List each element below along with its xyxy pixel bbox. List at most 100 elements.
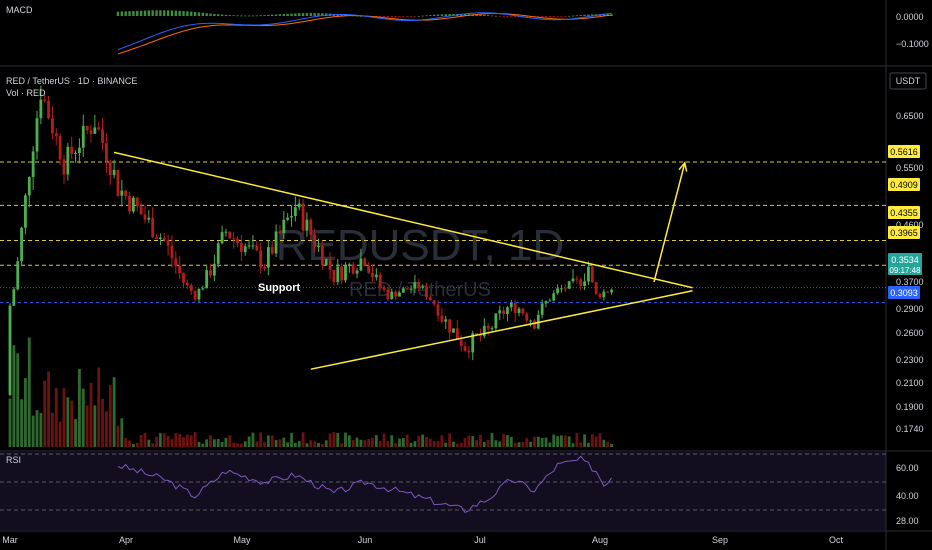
volume-bar: [135, 442, 139, 447]
volume-bar: [482, 441, 486, 447]
time-tick: Jul: [474, 535, 486, 545]
volume-line: Vol · RED: [6, 88, 46, 98]
candle-body: [197, 288, 201, 300]
candle-body: [490, 328, 494, 330]
macd-histogram-bar: [475, 14, 478, 16]
volume-bar: [259, 432, 263, 447]
macd-histogram-bar: [166, 10, 170, 16]
currency-label: USDT: [896, 76, 921, 86]
candle-body: [81, 125, 85, 148]
volume-bar: [251, 432, 255, 447]
volume-bar: [378, 440, 382, 447]
macd-histogram-bar: [120, 11, 124, 16]
macd-histogram-bar: [244, 15, 247, 17]
volume-bar: [158, 433, 162, 447]
volume-bar: [39, 413, 43, 447]
volume-bar: [386, 441, 390, 447]
candle-body: [43, 99, 47, 101]
candle-body: [409, 288, 413, 290]
candle-body: [74, 152, 77, 154]
candle-body: [579, 279, 583, 287]
candle-body: [459, 339, 463, 347]
macd-histogram-bar: [116, 11, 120, 16]
volume-bar: [517, 442, 521, 447]
candle-body: [151, 217, 155, 238]
volume-bar: [540, 437, 544, 447]
macd-histogram-bar: [544, 16, 548, 18]
candle-body: [355, 270, 359, 274]
volume-bar: [336, 433, 340, 447]
rsi-indicator: [0, 453, 886, 513]
candle-body: [78, 147, 81, 153]
candle-body: [533, 320, 536, 329]
macd-histogram-bar: [413, 16, 417, 17]
macd-histogram-bar: [432, 14, 436, 16]
support-level-badge: [888, 286, 920, 299]
macd-histogram-bar: [564, 16, 567, 17]
macd-histogram-bar: [378, 16, 382, 17]
macd-histogram-bar: [317, 13, 320, 16]
volume-bar: [255, 441, 259, 447]
volume-bar: [317, 442, 320, 447]
volume-bar: [556, 436, 559, 447]
candle-body: [205, 270, 209, 289]
candle-body: [170, 245, 174, 259]
volume-bar: [371, 437, 374, 447]
rsi-label[interactable]: RSI: [6, 455, 21, 465]
volume-bar: [12, 345, 16, 447]
volume-bar: [575, 432, 579, 447]
trendlines[interactable]: [113, 151, 693, 370]
volume-bar: [313, 441, 317, 447]
macd-histogram-bar: [139, 10, 143, 16]
volume-bar: [494, 440, 498, 447]
volume-bar: [278, 439, 282, 447]
volume-bar: [131, 443, 135, 447]
macd-histogram-bar: [444, 14, 447, 16]
volume-bar: [428, 438, 432, 447]
volume-bar: [486, 439, 490, 447]
volume-bar: [66, 397, 70, 447]
volume-bar: [105, 411, 108, 447]
macd-histogram-bar: [136, 10, 139, 16]
macd-histogram-bar: [305, 13, 309, 16]
volume-bar: [174, 433, 178, 447]
volume-bar: [405, 434, 409, 447]
macd-histogram-bar: [448, 14, 451, 16]
macd-histogram-bar: [217, 14, 220, 16]
volume-bar: [598, 433, 602, 447]
volume-bar: [70, 400, 74, 447]
currency-box[interactable]: [889, 72, 927, 90]
volume-bar: [563, 435, 567, 447]
time-tick: Apr: [119, 535, 133, 545]
macd-histogram-bar: [274, 14, 278, 16]
macd-label[interactable]: MACD: [6, 5, 33, 15]
macd-histogram-bar: [132, 11, 135, 16]
candle-body: [536, 314, 540, 329]
volume-bar: [432, 441, 436, 447]
candle-body: [20, 227, 23, 262]
volume-bar: [398, 438, 401, 447]
countdown-text: 09:17:48: [889, 266, 921, 275]
macd-histogram-bar: [298, 13, 301, 16]
candle-body: [266, 247, 270, 268]
macd-histogram-bar: [336, 14, 339, 16]
resistance-trendline: [113, 151, 693, 289]
macd-histogram-bar: [209, 13, 212, 16]
volume-bar: [471, 436, 475, 447]
volume-bar: [178, 434, 182, 447]
candle-body: [131, 197, 135, 212]
volume-bar: [282, 437, 286, 447]
candle-body: [128, 196, 131, 212]
candle-body: [12, 289, 16, 306]
macd-histogram-bar: [236, 15, 239, 17]
candle-body: [467, 350, 471, 353]
volume-bar: [587, 442, 590, 447]
candle-body: [35, 118, 39, 152]
candle-body: [286, 217, 290, 220]
candle-body: [386, 289, 390, 300]
rsi-background: [0, 452, 886, 530]
volume-bar: [363, 440, 367, 447]
volume-bar: [243, 441, 247, 447]
volume-bar: [93, 405, 97, 447]
